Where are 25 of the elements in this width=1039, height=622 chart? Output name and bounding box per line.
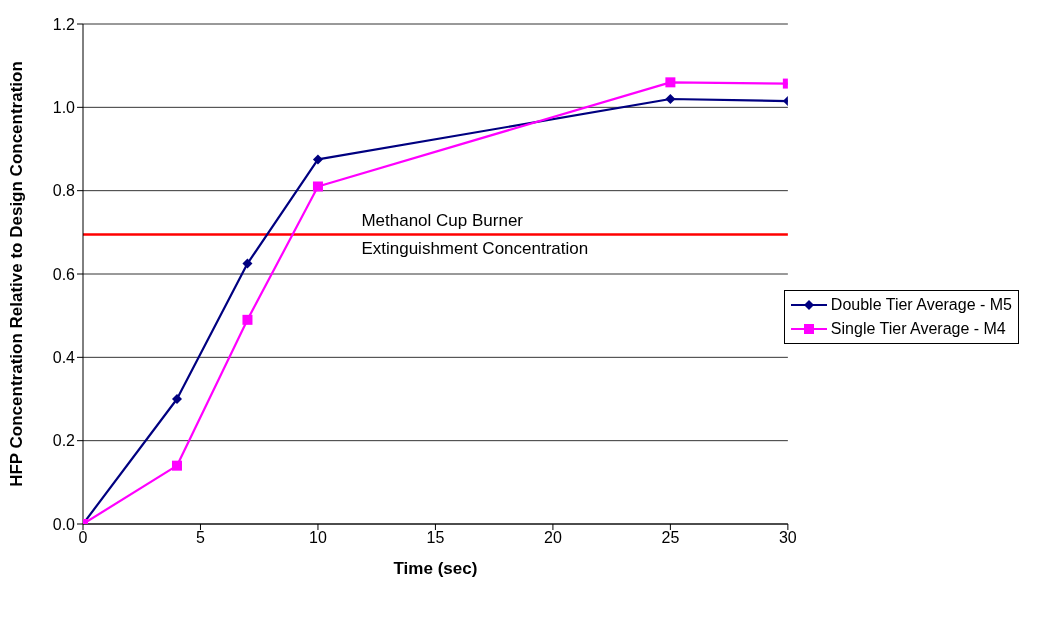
y-tick-label: 0.8 — [52, 182, 76, 200]
y-axis-title: HFP Concentration Relative to Design Concentration — [7, 61, 27, 487]
legend-label: Single Tier Average - M4 — [830, 319, 1006, 339]
point — [171, 460, 182, 471]
x-tick-label: 20 — [544, 529, 562, 547]
y-tick-label: 1.0 — [52, 99, 76, 117]
y-tick-label: 0.0 — [52, 515, 76, 533]
y-tick-label: 0.6 — [52, 265, 76, 283]
x-tick-label: 25 — [661, 529, 680, 547]
y-tick-label: 1.2 — [52, 15, 76, 33]
point — [171, 394, 182, 404]
point — [242, 314, 253, 325]
x-tick-label: 0 — [78, 529, 88, 547]
x-tick-label: 5 — [196, 529, 206, 547]
point — [242, 258, 253, 269]
y-tick-label: 0.4 — [52, 349, 76, 367]
x-tick-label: 15 — [426, 529, 445, 547]
y-tick-label: 0.2 — [52, 432, 76, 450]
x-tick-label: 10 — [309, 529, 327, 547]
ref-line-label: Methanol Cup Burner Extinguishment Concentration — [361, 211, 589, 259]
legend-label: Double Tier Average - M5 — [830, 295, 1012, 315]
point — [312, 181, 323, 192]
x-tick-label: 30 — [778, 529, 797, 547]
x-axis-title: Time (sec) — [393, 559, 478, 578]
point — [312, 154, 323, 165]
